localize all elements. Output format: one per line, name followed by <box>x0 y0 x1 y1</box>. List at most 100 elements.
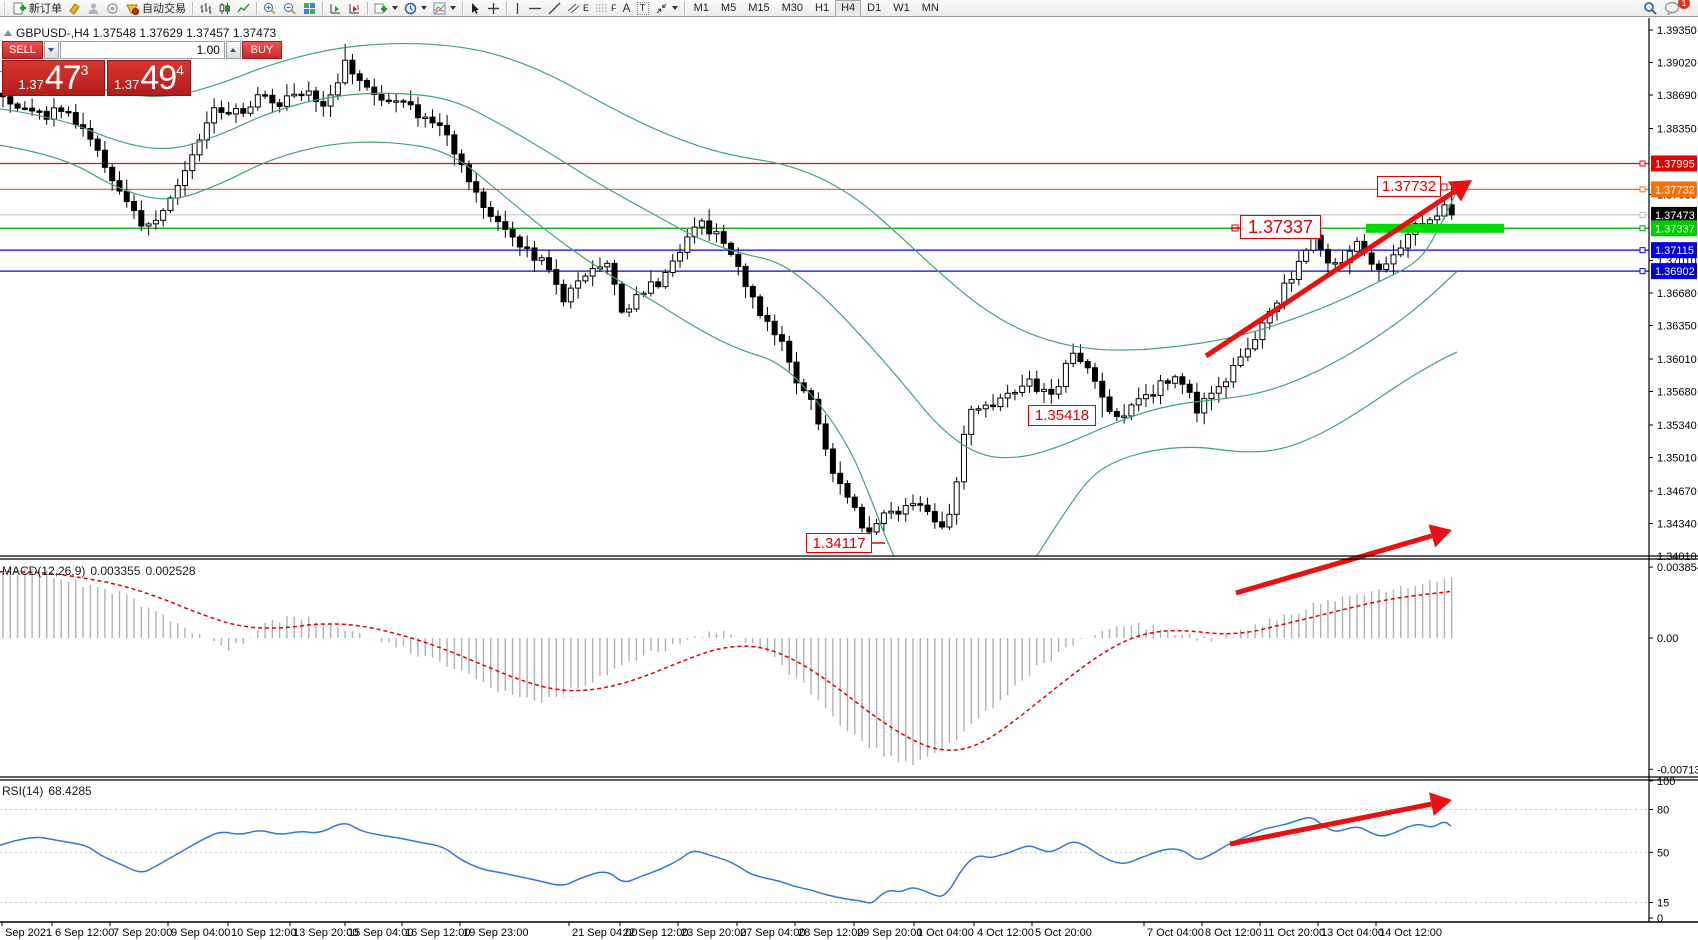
equidistant-channel-button[interactable]: E <box>564 1 592 16</box>
chart-frame <box>0 18 1698 923</box>
cursor-button[interactable] <box>466 1 484 16</box>
auto-scroll-icon <box>349 3 359 13</box>
svg-text:21 Sep 04:00: 21 Sep 04:00 <box>572 927 637 939</box>
price-annotation[interactable]: 1.34117 <box>806 533 872 553</box>
toolbar-separator <box>683 1 685 15</box>
volume-decrease-button[interactable] <box>43 41 59 59</box>
zoom-out-button[interactable] <box>280 1 300 16</box>
timeframe-button-h4[interactable]: H4 <box>835 0 862 17</box>
volume-input[interactable] <box>59 41 225 59</box>
price-annotation[interactable]: 1.35418 <box>1028 405 1096 426</box>
svg-text:10 Sep 12:00: 10 Sep 12:00 <box>231 927 296 939</box>
rsi-name: RSI(14) <box>2 784 44 798</box>
fibonacci-button[interactable]: F <box>592 1 620 16</box>
timeframe-button-m5[interactable]: M5 <box>720 1 737 14</box>
add-indicator-icon <box>374 3 387 13</box>
svg-text:13 Oct 04:00: 13 Oct 04:00 <box>1321 927 1384 939</box>
timeframe-button-h1[interactable]: H1 <box>815 1 830 14</box>
sell-price[interactable]: 1.37 47 3 <box>2 60 105 96</box>
bar-chart-icon <box>200 2 212 14</box>
search-button[interactable] <box>1640 1 1661 16</box>
tile-windows-icon <box>304 2 315 14</box>
svg-text:15 Sep 04:00: 15 Sep 04:00 <box>348 927 413 939</box>
timeframe-button-w1[interactable]: W1 <box>893 1 910 14</box>
new-order-button[interactable]: 新订单 <box>10 1 65 16</box>
svg-text:15: 15 <box>1657 898 1669 910</box>
auto-scroll-button[interactable] <box>345 1 364 16</box>
indicators-button[interactable] <box>371 1 401 16</box>
bar-chart-button[interactable] <box>196 1 215 16</box>
svg-text:14 Oct 12:00: 14 Oct 12:00 <box>1379 927 1442 939</box>
svg-text:1 Oct 04:00: 1 Oct 04:00 <box>917 927 974 939</box>
price-axis[interactable]: 1.393501.390201.386901.383501.376801.370… <box>1639 25 1698 925</box>
macd-signal-line <box>0 571 1452 751</box>
notification-badge: 1 <box>1678 0 1690 9</box>
metaeditor-button[interactable] <box>65 1 84 16</box>
price-tag-1.37732 <box>1651 181 1697 198</box>
timeframe-button-m15[interactable]: M15 <box>748 1 770 14</box>
vertical-line-button[interactable] <box>510 1 525 16</box>
virtual-hosting-button[interactable] <box>84 1 103 16</box>
notifications-button[interactable]: 1 <box>1661 0 1690 16</box>
horizontal-line-button[interactable] <box>525 1 545 16</box>
sell-button[interactable]: SELL <box>2 41 43 59</box>
chart-shift-button[interactable] <box>326 1 345 16</box>
svg-text:8 Oct 12:00: 8 Oct 12:00 <box>1205 927 1262 939</box>
svg-text:1.38690: 1.38690 <box>1657 90 1697 102</box>
date-axis[interactable]: Sep 2021 6 Sep 12:007 Sep 20:009 Sep 04:0… <box>1 922 1442 939</box>
new-order-label: 新订单 <box>29 3 62 15</box>
timeframe-button-mn[interactable]: MN <box>921 1 939 14</box>
svg-text:28 Sep 12:00: 28 Sep 12:00 <box>798 927 863 939</box>
clock-icon <box>404 2 417 14</box>
arrows-tool-button[interactable] <box>652 1 681 16</box>
search-icon <box>1644 1 1657 15</box>
price-annotation[interactable]: 1.37337 <box>1240 215 1321 239</box>
svg-text:1.37115: 1.37115 <box>1655 245 1694 257</box>
svg-text:100: 100 <box>1657 776 1675 788</box>
candlestick-icon <box>219 2 230 14</box>
toolbar-separator <box>506 1 507 15</box>
candlestick-button[interactable] <box>215 1 234 16</box>
svg-text:22 Sep 12:00: 22 Sep 12:00 <box>623 927 688 939</box>
price-annotation[interactable]: 1.37732 <box>1377 176 1441 197</box>
timeframe-button-m30[interactable]: M30 <box>781 1 804 14</box>
trade-controls-row: SELL BUY <box>2 41 282 59</box>
trendline-icon <box>548 2 561 14</box>
toolbar-separator <box>256 1 257 15</box>
support-highlight-zone[interactable] <box>1366 223 1504 233</box>
buy-price-sup: 4 <box>176 62 184 78</box>
templates-button[interactable] <box>430 1 459 16</box>
chart-shift-icon <box>330 3 340 13</box>
chevron-down-icon <box>671 6 678 10</box>
person-icon <box>88 2 99 14</box>
svg-text:1.36680: 1.36680 <box>1657 288 1697 300</box>
buy-button[interactable]: BUY <box>241 41 282 59</box>
volume-increase-button[interactable] <box>225 41 241 59</box>
signals-button[interactable] <box>103 1 122 16</box>
svg-text:19 Sep 23:00: 19 Sep 23:00 <box>463 927 528 939</box>
candlestick-series <box>0 43 1455 546</box>
price-tag-1.37337 <box>1651 220 1697 237</box>
chart-title: GBPUSD-,H4 1.37548 1.37629 1.37457 1.374… <box>16 26 277 40</box>
macd-histogram <box>2 568 1453 765</box>
tile-windows-button[interactable] <box>300 1 319 16</box>
text-tool-button[interactable]: A <box>620 1 634 16</box>
timeframe-button-m1[interactable]: M1 <box>693 1 709 14</box>
collapse-panel-icon[interactable] <box>4 30 12 36</box>
rsi-line <box>0 816 1452 904</box>
timeframe-button-d1[interactable]: D1 <box>867 1 882 14</box>
crosshair-button[interactable] <box>484 1 503 16</box>
svg-text:0.00: 0.00 <box>1657 633 1678 645</box>
svg-text:1.36350: 1.36350 <box>1657 321 1697 333</box>
text-label-button[interactable]: T <box>634 1 652 16</box>
trendline-button[interactable] <box>545 1 564 16</box>
svg-text:6 Sep 12:00: 6 Sep 12:00 <box>55 927 114 939</box>
buy-price[interactable]: 1.37 49 4 <box>107 60 191 96</box>
line-chart-button[interactable] <box>234 1 253 16</box>
zoom-in-button[interactable] <box>260 1 280 16</box>
zoom-out-icon <box>284 2 296 14</box>
autotrade-button[interactable]: 自动交易 <box>122 1 189 16</box>
sell-price-prefix: 1.37 <box>18 77 44 92</box>
